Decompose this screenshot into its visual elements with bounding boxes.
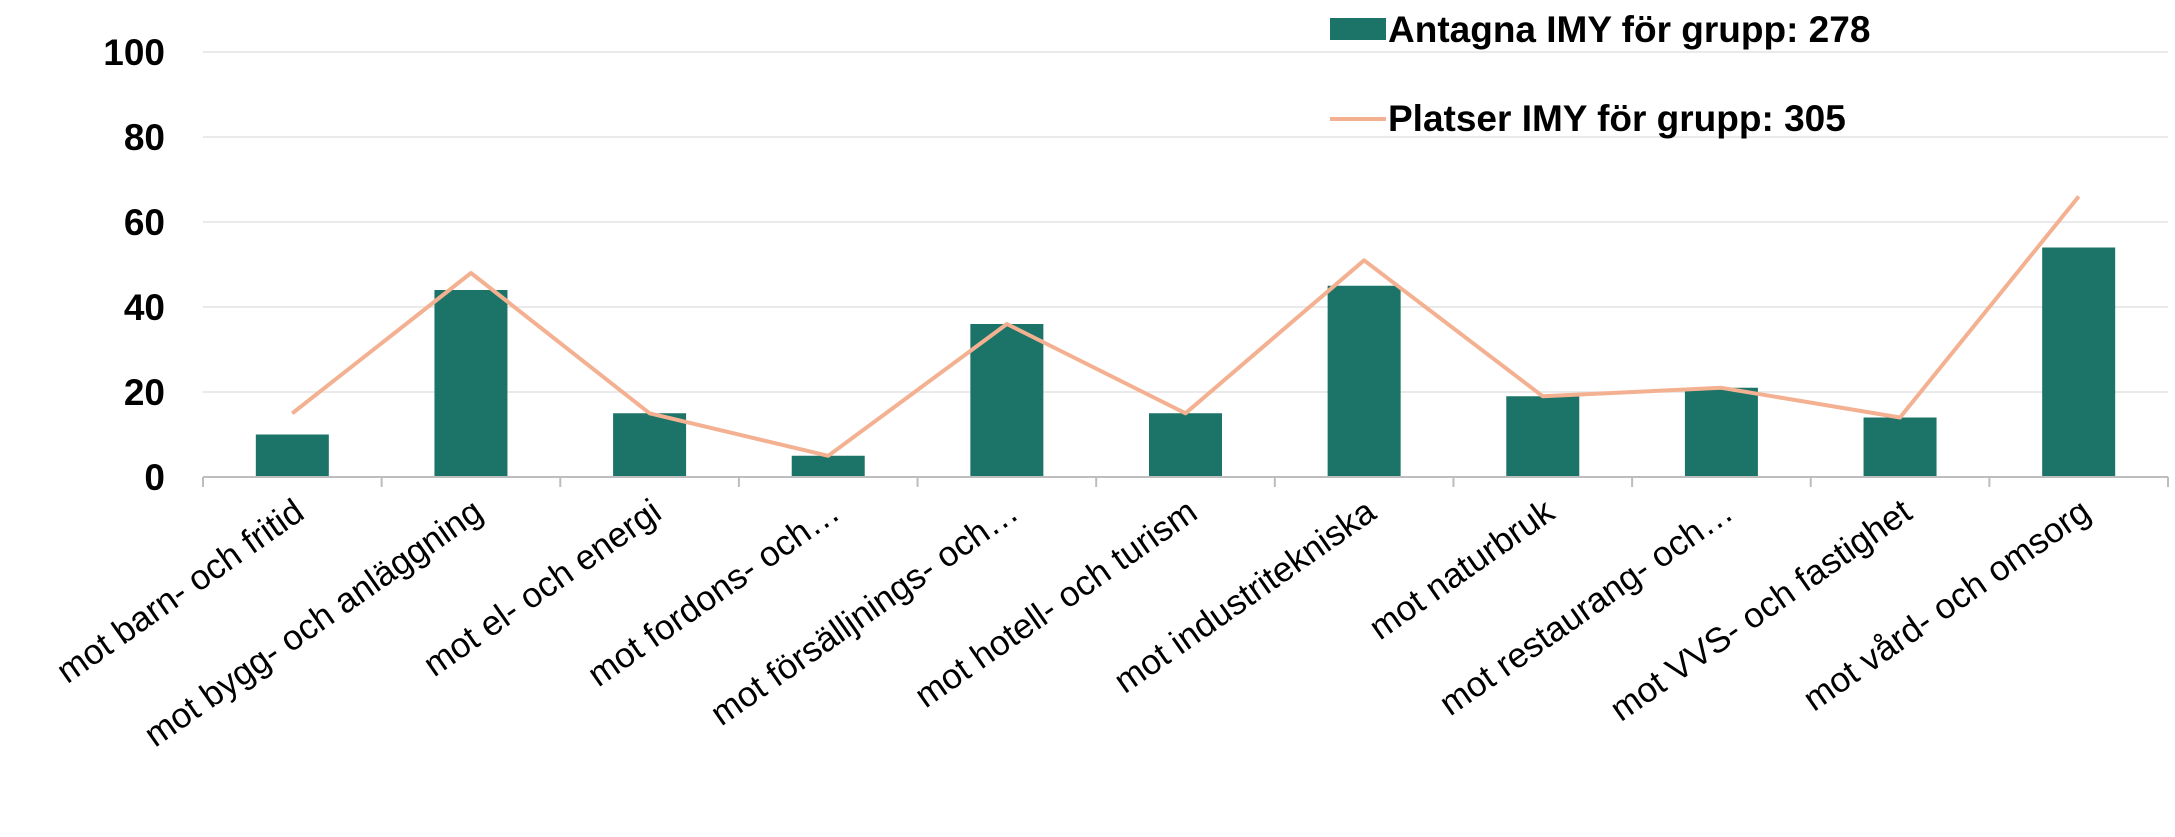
line-point-7 xyxy=(1363,259,1365,261)
legend: Antagna IMY för grupp: 278 Platser IMY f… xyxy=(1330,9,1870,139)
line-point-4 xyxy=(827,455,829,457)
y-tick-label-100: 100 xyxy=(103,32,165,73)
line-point-3 xyxy=(649,412,651,414)
x-tick-label-5: mot försälljnings- och… xyxy=(704,492,1026,734)
line-point-8 xyxy=(1542,395,1544,397)
x-axis xyxy=(202,476,2169,487)
bar-11 xyxy=(2042,247,2116,477)
line-point-6 xyxy=(1185,412,1186,414)
line-series xyxy=(291,195,2081,458)
bar-6 xyxy=(1149,413,1222,477)
x-tick-label-10: mot VVS- och fastighet xyxy=(1603,491,1919,728)
bar-8 xyxy=(1506,396,1580,477)
bar-10 xyxy=(1863,417,1937,477)
grid-layer xyxy=(203,51,2168,393)
legend-swatch-antagna xyxy=(1330,18,1386,40)
x-tick-label-9: mot restaurang- och… xyxy=(1432,492,1740,724)
bar-1 xyxy=(255,434,329,477)
legend-label-antagna: Antagna IMY för grupp: 278 xyxy=(1388,9,1870,50)
y-axis-labels: 0 20 40 60 80 100 xyxy=(103,32,165,498)
bar-2 xyxy=(434,290,508,477)
x-tick-label-2: mot bygg- och anläggning xyxy=(137,492,489,755)
bar-5 xyxy=(970,324,1044,477)
line-point-10 xyxy=(1899,417,1901,418)
bar-3 xyxy=(613,413,687,477)
bar-series xyxy=(255,247,2116,477)
y-tick-label-40: 40 xyxy=(124,287,165,328)
line-point-9 xyxy=(1720,387,1722,389)
y-tick-label-60: 60 xyxy=(124,202,165,243)
y-tick-label-0: 0 xyxy=(144,457,165,498)
y-tick-label-20: 20 xyxy=(124,372,165,413)
legend-label-platser: Platser IMY för grupp: 305 xyxy=(1388,98,1846,139)
x-tick-label-11: mot vård- och omsorg xyxy=(1796,492,2097,719)
line-point-5 xyxy=(1006,323,1008,325)
y-tick-label-80: 80 xyxy=(124,117,165,158)
line-point-11 xyxy=(2078,196,2080,197)
bar-9 xyxy=(1684,387,1758,477)
x-tick-label-6: mot hotell- och turism xyxy=(908,492,1204,716)
bar-7 xyxy=(1327,285,1401,477)
line-point-1 xyxy=(291,412,293,414)
line-point-2 xyxy=(470,272,472,274)
bar-4 xyxy=(791,455,865,477)
